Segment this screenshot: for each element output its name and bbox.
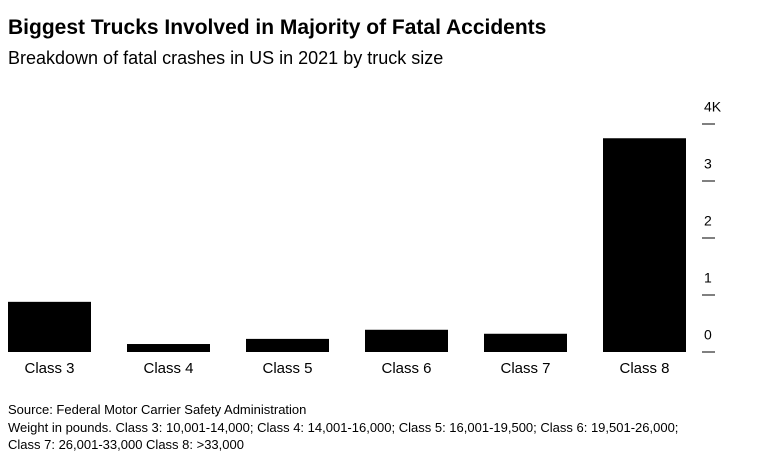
y-tick-label: 0 [704,327,712,343]
bar [246,338,329,352]
y-tick-label: 3 [704,156,712,172]
footnote: Weight in pounds. Class 3: 10,001-14,000… [8,420,679,452]
x-tick-label: Class 7 [500,360,550,377]
y-tick-label: 1 [704,270,712,286]
bar [8,301,91,352]
x-tick-label: Class 8 [619,360,669,377]
bar [365,329,448,352]
x-tick-label: Class 5 [262,360,312,377]
x-tick-label: Class 4 [143,360,193,377]
x-tick-label: Class 3 [24,360,74,377]
bar [484,333,567,352]
chart-title: Biggest Trucks Involved in Majority of F… [8,16,547,39]
chart-subtitle: Breakdown of fatal crashes in US in 2021… [8,48,444,68]
x-tick-label: Class 6 [381,360,431,377]
bar [127,344,210,352]
bar [603,138,686,352]
source-note: Source: Federal Motor Carrier Safety Adm… [8,402,307,417]
y-tick-label: 2 [704,213,712,229]
y-tick-label: 4K [704,99,722,115]
